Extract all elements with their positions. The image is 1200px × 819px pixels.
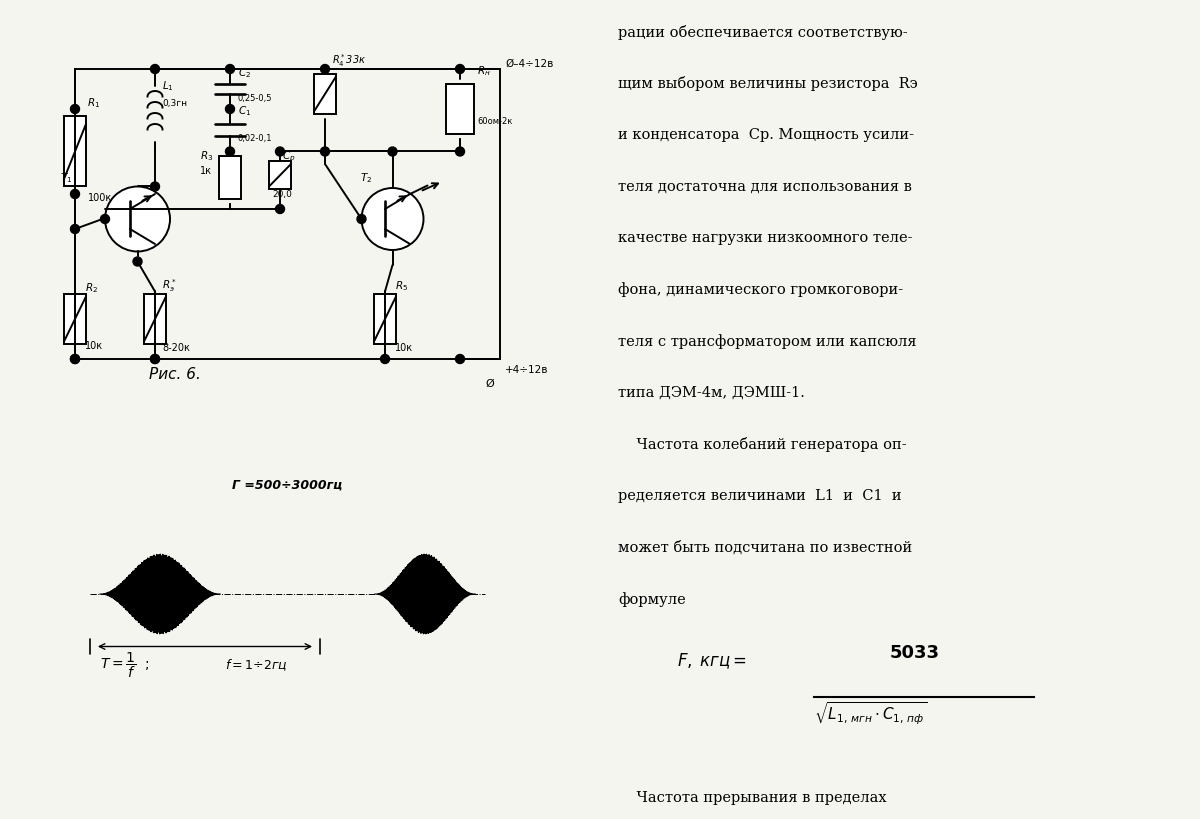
Text: и конденсатора  Cр. Мощность усили-: и конденсатора Cр. Мощность усили- xyxy=(618,128,914,142)
Text: $C_1$: $C_1$ xyxy=(238,104,251,118)
Text: 8-20к: 8-20к xyxy=(162,343,191,354)
Bar xyxy=(144,294,166,344)
Circle shape xyxy=(456,65,464,74)
Text: типа ДЭМ-4м, ДЭМШ-1.: типа ДЭМ-4м, ДЭМШ-1. xyxy=(618,386,805,400)
Text: 100к: 100к xyxy=(88,193,112,203)
Text: $R_2$: $R_2$ xyxy=(85,282,98,296)
Circle shape xyxy=(456,147,464,156)
Text: $R_4^*$33к: $R_4^*$33к xyxy=(332,52,367,69)
Circle shape xyxy=(358,215,366,224)
Circle shape xyxy=(106,187,170,251)
Text: $T_2$: $T_2$ xyxy=(360,171,372,185)
Text: может быть подсчитана по известной: может быть подсчитана по известной xyxy=(618,541,912,554)
Text: 0,25-0,5: 0,25-0,5 xyxy=(238,94,272,103)
Circle shape xyxy=(150,65,160,74)
Text: 10к: 10к xyxy=(85,341,103,351)
Text: Ø–4÷12в: Ø–4÷12в xyxy=(505,58,553,69)
Text: ределяется величинами  L1  и  C1  и: ределяется величинами L1 и C1 и xyxy=(618,489,901,503)
Circle shape xyxy=(71,189,79,198)
Text: $R_3$: $R_3$ xyxy=(200,149,214,163)
Bar xyxy=(64,116,86,187)
Circle shape xyxy=(226,105,234,114)
Circle shape xyxy=(226,147,234,156)
Circle shape xyxy=(101,215,109,224)
Circle shape xyxy=(380,355,390,364)
Circle shape xyxy=(150,355,160,364)
Text: 0,3гн: 0,3гн xyxy=(162,99,187,108)
Text: $C_2$: $C_2$ xyxy=(238,66,251,80)
Circle shape xyxy=(150,182,160,191)
Circle shape xyxy=(320,147,330,156)
Text: $\sqrt{L_{1,\,мгн} \cdot C_{1,\,пф}}$: $\sqrt{L_{1,\,мгн} \cdot C_{1,\,пф}}$ xyxy=(814,701,928,727)
Circle shape xyxy=(276,205,284,214)
Bar xyxy=(374,294,396,344)
Text: Г =500÷3000гц: Г =500÷3000гц xyxy=(233,479,343,492)
Text: Ø: Ø xyxy=(485,378,493,388)
Circle shape xyxy=(71,105,79,114)
Circle shape xyxy=(361,188,424,250)
Text: формуле: формуле xyxy=(618,592,685,607)
Text: качестве нагрузки низкоомного теле-: качестве нагрузки низкоомного теле- xyxy=(618,231,912,245)
Text: $C_p$: $C_p$ xyxy=(282,149,296,164)
Text: теля достаточна для использования в: теля достаточна для использования в xyxy=(618,179,912,193)
Text: фона, динамического громкоговори-: фона, динамического громкоговори- xyxy=(618,283,904,297)
Text: $f=1÷2гц$: $f=1÷2гц$ xyxy=(226,658,288,672)
Circle shape xyxy=(133,257,142,266)
Text: Рис. 6.: Рис. 6. xyxy=(149,367,200,382)
Circle shape xyxy=(71,224,79,233)
Text: Частота колебаний генератора оп-: Частота колебаний генератора оп- xyxy=(618,437,906,452)
Text: $R_э^*$: $R_э^*$ xyxy=(162,277,178,294)
Text: +4÷12в: +4÷12в xyxy=(505,365,548,375)
Bar xyxy=(446,84,474,134)
Text: 5033: 5033 xyxy=(890,644,940,662)
Bar xyxy=(314,74,336,114)
Text: 20,0: 20,0 xyxy=(272,189,293,198)
Text: $R_н$: $R_н$ xyxy=(478,64,491,78)
Text: рации обеспечивается соответствую-: рации обеспечивается соответствую- xyxy=(618,25,907,39)
Text: $F,\; кгц = $: $F,\; кгц = $ xyxy=(677,652,748,672)
Text: 60ом-2к: 60ом-2к xyxy=(478,117,512,126)
Text: $L_1$: $L_1$ xyxy=(162,79,174,93)
Circle shape xyxy=(226,65,234,74)
Text: щим выбором величины резистора  Rэ: щим выбором величины резистора Rэ xyxy=(618,76,918,91)
Text: $R_1$: $R_1$ xyxy=(88,97,101,111)
Circle shape xyxy=(320,65,330,74)
Text: 1к: 1к xyxy=(200,166,212,176)
Text: 0,02-0,1: 0,02-0,1 xyxy=(238,134,272,143)
Bar xyxy=(220,156,241,199)
Circle shape xyxy=(71,355,79,364)
Circle shape xyxy=(276,147,284,156)
Bar xyxy=(64,294,86,344)
Text: $T=\dfrac{1}{f}$  ;: $T=\dfrac{1}{f}$ ; xyxy=(100,650,150,680)
Circle shape xyxy=(456,355,464,364)
Circle shape xyxy=(150,355,160,364)
Bar xyxy=(269,161,292,189)
Text: $R_5$: $R_5$ xyxy=(395,279,408,293)
Circle shape xyxy=(388,147,397,156)
Text: Частота прерывания в пределах: Частота прерывания в пределах xyxy=(618,791,887,805)
Circle shape xyxy=(71,355,79,364)
Text: $T_1$: $T_1$ xyxy=(60,171,72,185)
Text: 10к: 10к xyxy=(395,343,413,354)
Text: теля с трансформатором или капсюля: теля с трансформатором или капсюля xyxy=(618,334,917,349)
